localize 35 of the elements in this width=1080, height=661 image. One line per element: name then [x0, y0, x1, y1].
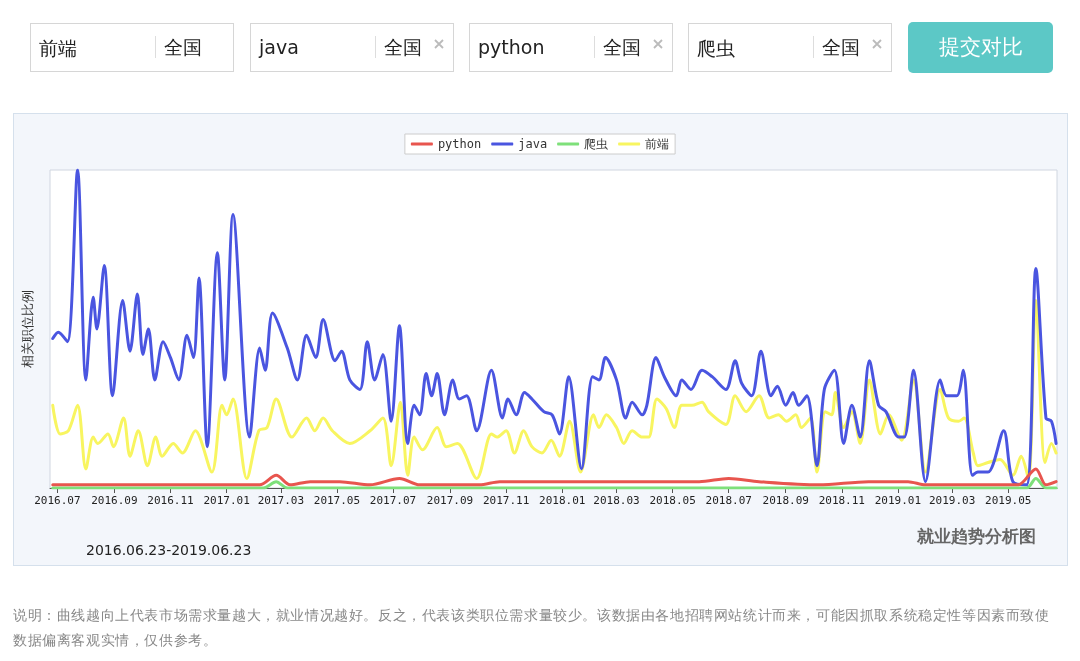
text: 前端 — [39, 36, 77, 61]
text: 全国 — [594, 36, 641, 58]
text: 全国 — [375, 36, 422, 58]
x-tick-label: 2018.11 — [818, 494, 865, 507]
text: 就业趋势分析图 — [917, 525, 1036, 548]
x-tick-label: 2018.09 — [762, 494, 809, 507]
y-axis-title: 相关职位比例 — [20, 290, 35, 368]
legend-label: 爬虫 — [584, 137, 609, 151]
text: 提交对比 — [908, 22, 1053, 73]
x-tick-label: 2017.09 — [426, 494, 474, 507]
x-tick-label: 2019.03 — [928, 494, 976, 507]
x-tick-label: 2019.01 — [874, 494, 922, 507]
x-tick-label: 2016.11 — [147, 494, 194, 507]
x-tick-label: 2018.05 — [649, 494, 696, 507]
x-tick-label: 2017.07 — [369, 494, 417, 507]
x-tick-label: 2017.03 — [257, 494, 305, 507]
x-tick-label: 2017.01 — [203, 494, 250, 507]
legend-label: java — [518, 137, 548, 151]
text: 全国 — [155, 36, 202, 58]
legend-label: 前端 — [645, 137, 670, 151]
x-tick-label: 2016.09 — [91, 494, 138, 507]
text: 2016.06.23-2019.06.23 — [86, 542, 252, 558]
x-tick-label: 2018.01 — [539, 494, 586, 507]
text: 说明：曲线越向上代表市场需求量越大，就业情况越好。反之，代表该类职位需求量较少。该数据由各地招聘网站统计而来，可能因抓取系统稳定性等因素而致使数据偏离客观实情，仅供参考。 — [13, 606, 1051, 650]
legend-label: python — [437, 137, 482, 151]
x-tick-label: 2017.05 — [313, 494, 361, 507]
x-tick-label: 2017.11 — [482, 494, 530, 507]
text: 全国 — [813, 36, 860, 58]
x-tick-label: 2016.07 — [34, 494, 81, 507]
x-tick-label: 2018.07 — [705, 494, 752, 507]
text: java — [259, 36, 299, 58]
text: python — [478, 36, 545, 58]
text: 爬虫 — [697, 36, 735, 61]
x-tick-label: 2018.03 — [593, 494, 640, 507]
x-tick-label: 2019.05 — [985, 494, 1032, 507]
